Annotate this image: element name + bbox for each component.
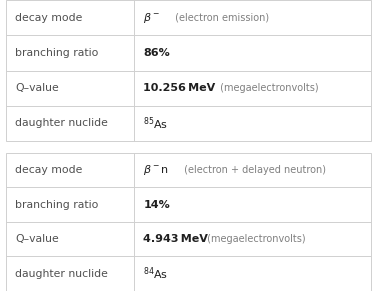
Text: decay mode: decay mode [15, 165, 83, 175]
Text: daughter nuclide: daughter nuclide [15, 118, 108, 129]
Text: 86%: 86% [143, 48, 170, 58]
Text: (electron emission): (electron emission) [172, 13, 269, 23]
Text: (megaelectronvolts): (megaelectronvolts) [204, 234, 305, 244]
Text: $^{84}$As: $^{84}$As [143, 265, 169, 282]
Text: (electron + delayed neutron): (electron + delayed neutron) [181, 165, 326, 175]
Text: $^{85}$As: $^{85}$As [143, 115, 169, 132]
Text: (megaelectronvolts): (megaelectronvolts) [217, 83, 319, 93]
Text: 4.943 MeV: 4.943 MeV [143, 234, 208, 244]
Text: daughter nuclide: daughter nuclide [15, 269, 108, 279]
Text: 14%: 14% [143, 200, 170, 210]
Bar [6, 0, 371, 141]
Text: decay mode: decay mode [15, 13, 83, 23]
Text: branching ratio: branching ratio [15, 200, 98, 210]
Text: $\beta^-$: $\beta^-$ [143, 11, 160, 25]
Text: $\beta^-$n: $\beta^-$n [143, 163, 169, 177]
Text: Q–value: Q–value [15, 83, 59, 93]
Bar [6, 153, 371, 291]
Text: Q–value: Q–value [15, 234, 59, 244]
Text: branching ratio: branching ratio [15, 48, 98, 58]
Text: 10.256 MeV: 10.256 MeV [143, 83, 216, 93]
